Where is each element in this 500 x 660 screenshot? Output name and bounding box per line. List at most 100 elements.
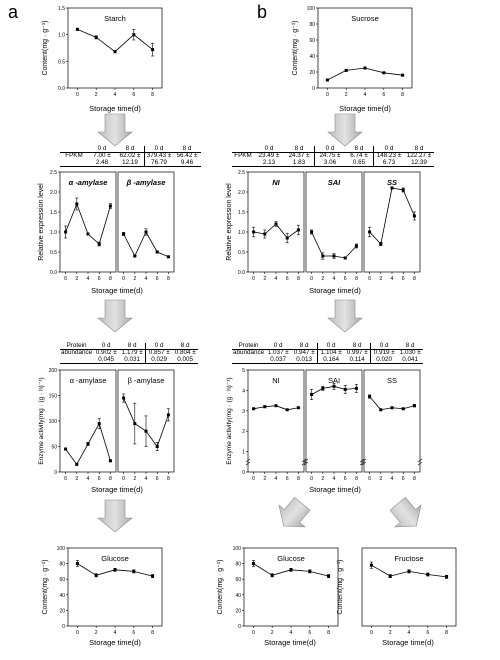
x-tick-label: 4 <box>145 276 148 282</box>
chart-title: Starch <box>104 14 126 23</box>
col-0d: 0 d <box>144 145 173 154</box>
fpkm-a-alpha-8d-sd: 12.19 <box>116 159 145 167</box>
y-tick-label: 60 <box>59 577 65 583</box>
axis-break-mark <box>245 461 251 466</box>
data-point <box>75 462 79 466</box>
x-tick-label: 8 <box>413 476 416 482</box>
x-tick-label: 8 <box>355 476 358 482</box>
data-point <box>412 404 416 408</box>
data-point <box>133 422 137 426</box>
x-tick-label: 6 <box>344 276 347 282</box>
x-tick-label: 2 <box>263 276 266 282</box>
x-tick-label: 6 <box>344 476 347 482</box>
prot-b-ni-0d-sd: 0.037 <box>265 356 292 364</box>
prot-b-ss-8d-sd: 0.041 <box>397 356 424 364</box>
protein-table-a: Protein 0 d 8 d 0 d 8 d abundance 0.902 … <box>60 342 199 364</box>
chart-title: β -amylase <box>126 178 166 187</box>
data-point <box>327 574 331 578</box>
y-tick-label: 40 <box>309 54 315 60</box>
col-0d: 0 d <box>373 145 404 154</box>
data-point <box>332 384 336 388</box>
x-tick-label: 8 <box>167 276 170 282</box>
y-tick-label: 100 <box>57 546 66 552</box>
data-point <box>296 228 300 232</box>
y-tick-label: 1.0 <box>58 33 65 39</box>
data-point <box>108 204 112 208</box>
series-line <box>77 28 153 53</box>
chart-sucrose: 0 20 40 60 80 100 0 2 4 6 8 Sucrose <box>307 6 413 98</box>
col-8d: 8 d <box>344 342 371 351</box>
x-tick-label: 6 <box>156 476 159 482</box>
chart-beta_amylase_expr: 0 2 4 6 8 β -amylase <box>117 171 175 282</box>
fpkm-a-alpha-8d: 62.02 ± <box>119 152 141 160</box>
fpkm-b-sai-0d: 24.75 ± <box>314 153 345 160</box>
data-point <box>113 50 117 54</box>
data-point <box>412 214 416 218</box>
col-8d: 8 d <box>397 342 424 351</box>
fpkm-b-ni-0d-sd: 2.13 <box>254 159 284 167</box>
protein-table-b: Protein 0 d 8 d 0 d 8 d 0 d 8 d abundanc… <box>232 342 424 364</box>
x-tick-label: 8 <box>297 476 300 482</box>
y-tick-label: 50 <box>51 445 57 451</box>
col-8d: 8 d <box>172 342 199 351</box>
data-point <box>343 387 347 391</box>
data-point <box>75 202 79 206</box>
y-tick-label: 2.0 <box>50 190 57 196</box>
data-point <box>166 255 170 259</box>
col-0d: 0 d <box>88 145 116 154</box>
data-point <box>285 236 289 240</box>
prot-a-beta-0d: 0.857 ± <box>145 350 173 357</box>
axis-break-mark <box>245 458 251 463</box>
y-tick-label: 80 <box>235 562 241 568</box>
data-point <box>310 392 314 396</box>
x-tick-label: 0 <box>370 630 373 636</box>
x-tick-label: 8 <box>413 276 416 282</box>
data-point <box>251 562 255 566</box>
x-tick-label: 0 <box>252 630 255 636</box>
data-point <box>86 232 90 236</box>
x-tick-label: 4 <box>275 276 278 282</box>
arrow-act-to-glucose-b <box>278 496 311 528</box>
axis-break-mark <box>301 458 307 463</box>
data-point <box>310 230 314 234</box>
x-tick-label: 2 <box>95 92 98 98</box>
y-tick-label: 100 <box>49 419 58 425</box>
y-tick-label: 150 <box>49 394 58 400</box>
prot-b-ni-0d: 1.037 ± <box>267 349 289 357</box>
data-point <box>263 232 267 236</box>
chart-title: Glucose <box>101 554 129 563</box>
fpkm-b-ni-8d-sd: 1.83 <box>284 159 315 167</box>
panel-letter-b: b <box>257 2 268 22</box>
x-tick-label: 2 <box>389 630 392 636</box>
data-point <box>75 27 79 31</box>
data-point <box>132 569 136 573</box>
data-point <box>289 568 293 572</box>
data-point <box>363 66 367 70</box>
data-point <box>94 35 98 39</box>
data-point <box>344 68 348 72</box>
col-8d: 8 d <box>119 342 146 351</box>
data-point <box>379 242 383 246</box>
y-tick-label: 2.5 <box>238 170 245 176</box>
x-tick-label: 4 <box>87 476 90 482</box>
prot-b-ni-8d-sd: 0.013 <box>291 356 318 364</box>
plot-frame <box>117 171 175 273</box>
x-tick-label: 6 <box>98 276 101 282</box>
x-tick-label: 6 <box>286 276 289 282</box>
data-point <box>166 413 170 417</box>
col-0d: 0 d <box>314 145 345 154</box>
axis-break-mark <box>303 458 309 463</box>
prot-b-sai-0d-sd: 0.164 <box>317 356 345 364</box>
data-point <box>308 569 312 573</box>
prot-a-alpha-0d: 0.902 ± <box>95 349 117 357</box>
x-tick-label: 0 <box>76 630 79 636</box>
x-tick-label: 0 <box>252 476 255 482</box>
data-point <box>379 408 383 412</box>
x-tick-label: 8 <box>401 92 404 98</box>
chart-title: SAI <box>328 376 340 385</box>
col-0d: 0 d <box>317 342 345 351</box>
arrow-expr-to-protein-a <box>97 299 133 333</box>
col-8d: 8 d <box>345 145 374 154</box>
